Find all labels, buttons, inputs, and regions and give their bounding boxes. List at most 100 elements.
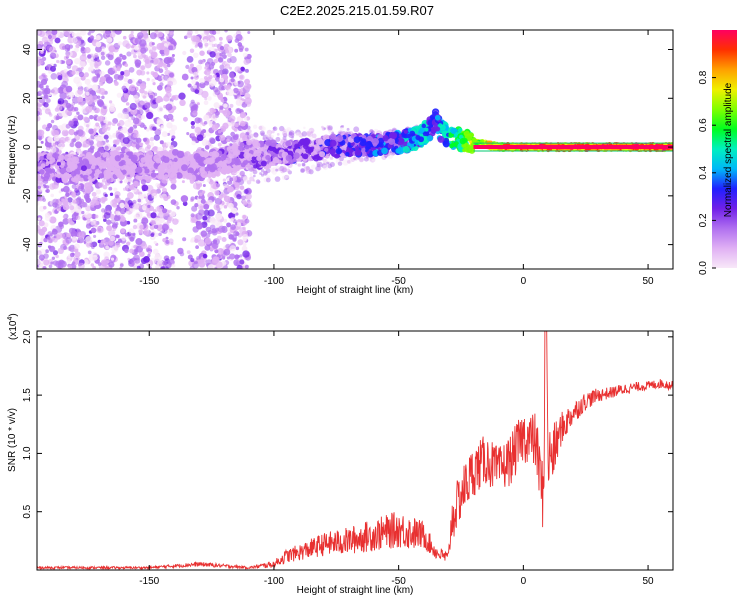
spectrogram-point <box>66 259 71 264</box>
spectrogram-point <box>150 212 157 219</box>
spectrogram-point <box>158 232 162 237</box>
spectrogram-point <box>281 166 288 172</box>
spectrogram-point <box>90 263 95 267</box>
spectrogram-point <box>190 120 196 126</box>
spectrogram-point <box>329 161 335 168</box>
spectrogram-point <box>235 261 241 267</box>
spectrogram-point <box>39 59 44 65</box>
spectrogram-point <box>395 148 401 154</box>
spectrogram-point <box>105 169 112 176</box>
spectrogram-point <box>68 220 74 226</box>
spectrogram-point <box>104 145 109 150</box>
spectrogram-point <box>140 179 147 185</box>
spectrogram-point <box>61 80 68 88</box>
spectrogram-point <box>317 166 322 171</box>
spectrogram-point <box>196 134 204 142</box>
spectrogram-point <box>115 210 121 216</box>
spectrogram-point <box>59 260 67 268</box>
spectrogram-point <box>76 129 84 137</box>
spectrogram-point <box>78 185 84 192</box>
spectrogram-point <box>157 106 164 113</box>
spectrogram-point <box>150 219 156 226</box>
spectrogram-point <box>74 206 82 213</box>
spectrogram-point <box>144 126 148 130</box>
spectrogram-point <box>168 72 174 78</box>
spectrogram-point <box>57 247 64 255</box>
spectrogram-point <box>62 215 67 219</box>
spectrogram-point <box>265 177 271 183</box>
spectrogram-point <box>76 111 80 116</box>
spectrogram-point <box>65 192 70 197</box>
spectrogram-point <box>69 205 75 211</box>
spectrogram-point <box>219 46 225 51</box>
spectrogram-point <box>179 251 185 257</box>
spectrogram-point <box>143 90 148 95</box>
spectrogram-point <box>228 234 234 240</box>
spectrogram-point <box>51 228 58 235</box>
spectrogram-point <box>244 218 250 224</box>
spectrogram-point <box>439 124 446 131</box>
spectrogram-point <box>209 217 216 224</box>
spectrogram-point <box>213 86 219 93</box>
spectrogram-point <box>74 243 80 250</box>
spectrogram-point <box>155 252 160 258</box>
spectrogram-point <box>68 120 75 127</box>
spectrogram-point <box>105 219 112 225</box>
spectrogram-point <box>226 36 232 42</box>
spectrogram-point <box>61 143 66 148</box>
spectrogram-point <box>164 266 169 269</box>
spectrogram-point <box>84 47 91 54</box>
spectrogram-point <box>223 103 228 108</box>
spectrogram-point <box>119 263 124 267</box>
spectrogram-point <box>163 156 170 164</box>
spectrogram-point <box>229 253 236 260</box>
spectrogram-point <box>100 259 108 267</box>
spectrogram-point <box>202 129 207 134</box>
spectrogram-point <box>56 59 60 64</box>
spectrogram-point <box>384 155 388 159</box>
spectrogram-point <box>169 31 174 35</box>
spectrogram-point <box>71 32 76 37</box>
spectrogram-point <box>85 223 92 229</box>
spectrogram-point <box>109 192 114 196</box>
spectrogram-point <box>139 142 144 147</box>
spectrogram-point <box>194 238 199 244</box>
spectrogram-point <box>124 232 129 237</box>
spectrogram-point <box>43 102 49 108</box>
spectrogram-point <box>338 157 342 161</box>
spectrogram-point <box>207 264 215 269</box>
spectrogram-point <box>185 64 190 70</box>
spectrogram-point <box>87 54 92 59</box>
spectrogram-point <box>202 190 206 194</box>
spectrogram-point <box>119 207 127 215</box>
spectrogram-point <box>189 48 195 53</box>
spectrogram-point <box>37 80 42 88</box>
spectrogram-point <box>68 44 74 49</box>
spectrogram-point <box>73 76 81 85</box>
spectrogram-point <box>58 190 62 194</box>
spectrogram-point <box>214 110 220 116</box>
spectrogram-point <box>119 202 125 208</box>
spectrogram-point <box>213 203 220 211</box>
spectrogram-point <box>88 30 96 34</box>
spectrogram-point <box>214 76 220 82</box>
spectrogram-point <box>238 74 245 81</box>
spectrogram-point <box>155 217 163 225</box>
spectrogram-point <box>37 131 40 137</box>
spectrogram-point <box>219 77 225 83</box>
spectrogram-point <box>235 166 240 172</box>
spectrogram-point <box>105 245 110 250</box>
spectrogram-point <box>95 41 102 48</box>
spectrogram-point <box>234 96 238 100</box>
spectrogram-point <box>74 57 81 65</box>
spectrogram-point <box>234 66 241 73</box>
spectrogram-point <box>143 256 150 263</box>
spectrogram-point <box>91 213 97 220</box>
spectrogram-point <box>125 184 130 189</box>
spectrogram-point <box>128 184 135 190</box>
spectrogram-point <box>110 257 115 261</box>
spectrogram-point <box>161 52 165 57</box>
spectrogram-point <box>146 111 154 120</box>
spectrogram-point <box>231 207 238 214</box>
spectrogram-point <box>196 255 201 261</box>
